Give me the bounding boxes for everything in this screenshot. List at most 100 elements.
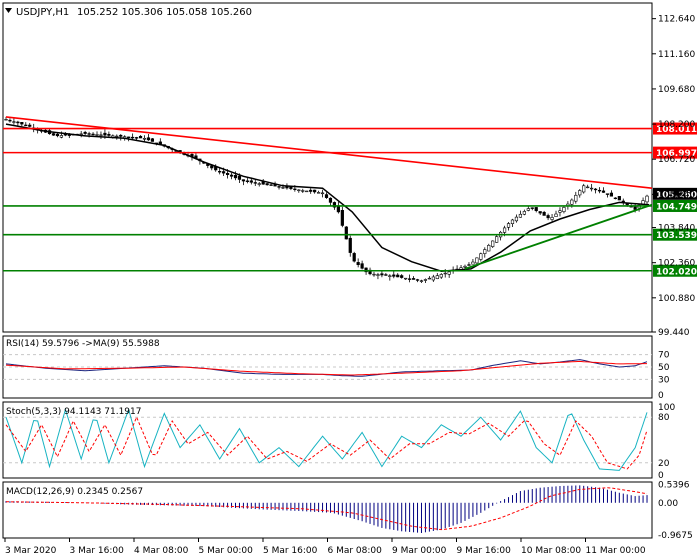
price-tick-label: 100.880 bbox=[658, 294, 695, 304]
resistance-trendline[interactable] bbox=[5, 116, 653, 189]
candle-body bbox=[142, 138, 147, 140]
candle-body bbox=[597, 189, 602, 192]
price-tick-label: 109.680 bbox=[658, 85, 695, 95]
stoch-tick-label: 100 bbox=[658, 403, 675, 413]
candle-body bbox=[625, 203, 629, 206]
candle-body bbox=[439, 274, 443, 278]
candle-body bbox=[340, 210, 344, 226]
candle-body bbox=[479, 253, 483, 260]
candle-body bbox=[218, 171, 222, 173]
candle-body bbox=[24, 124, 28, 127]
level-price-tag bbox=[653, 122, 697, 135]
price-tick-label: 102.360 bbox=[658, 259, 695, 269]
candle-body bbox=[79, 133, 83, 135]
candle-body bbox=[281, 187, 285, 189]
level-price-tag bbox=[653, 199, 697, 212]
stoch-label: Stoch(5,3,3) 94.1143 71.1917 bbox=[6, 407, 141, 417]
candle-body bbox=[384, 274, 388, 276]
candle-body bbox=[131, 136, 135, 139]
candle-body bbox=[534, 207, 538, 212]
candle-body bbox=[609, 192, 614, 197]
rsi-panel[interactable] bbox=[3, 354, 652, 380]
candle-body bbox=[249, 180, 253, 183]
candle-body bbox=[396, 274, 400, 278]
candle-body bbox=[119, 134, 123, 137]
candle-body bbox=[404, 277, 408, 280]
candle-body bbox=[392, 274, 396, 277]
macd-tick-label: 0.5396 bbox=[658, 481, 690, 491]
stoch-signal-line bbox=[5, 415, 648, 470]
time-tick-label: 4 Mar 08:00 bbox=[134, 546, 189, 556]
candle-body bbox=[320, 192, 325, 195]
candle-body bbox=[514, 216, 519, 222]
level-price-label: 102.020 bbox=[656, 267, 697, 277]
candle-body bbox=[605, 193, 610, 195]
macd-signal-line bbox=[6, 487, 648, 531]
candle-body bbox=[522, 211, 526, 215]
candle-body bbox=[463, 265, 467, 268]
candle-body bbox=[277, 186, 281, 188]
candle-body bbox=[83, 131, 87, 134]
candle-body bbox=[91, 133, 95, 136]
candle-body bbox=[408, 278, 412, 280]
time-tick-label: 3 Mar 2020 bbox=[5, 546, 57, 556]
candle-body bbox=[574, 194, 578, 202]
candle-body bbox=[562, 207, 566, 212]
price-panel[interactable]: 108.011 106.997 105.260 104.749 103.539 102.0… bbox=[3, 116, 697, 284]
candle-body bbox=[8, 119, 12, 122]
time-tick-label: 6 Mar 08:00 bbox=[328, 546, 383, 556]
candle-body bbox=[423, 279, 428, 281]
candle-body bbox=[348, 237, 352, 253]
level-price-label: 108.011 bbox=[656, 125, 697, 135]
candle-body bbox=[538, 211, 542, 214]
candle-body bbox=[435, 275, 439, 279]
price-frame bbox=[2, 2, 653, 333]
candle-body bbox=[127, 136, 131, 139]
price-tick-label: 105.240 bbox=[658, 190, 695, 200]
candle-body bbox=[233, 174, 238, 179]
macd-tick-label: 0.00 bbox=[658, 499, 678, 509]
stoch-main-line bbox=[5, 407, 648, 471]
candle-body bbox=[495, 236, 499, 243]
price-tick-label: 111.160 bbox=[658, 50, 695, 60]
candle-body bbox=[293, 188, 297, 191]
candle-body bbox=[554, 213, 558, 217]
candle-body bbox=[261, 181, 265, 185]
support-trendline[interactable] bbox=[464, 203, 653, 270]
price-tick-label: 99.440 bbox=[658, 328, 690, 338]
level-price-label: 103.539 bbox=[656, 231, 697, 241]
collapse-arrow-icon[interactable] bbox=[5, 8, 12, 13]
stochastic-panel[interactable] bbox=[3, 407, 652, 471]
candle-body bbox=[510, 219, 515, 224]
candle-body bbox=[309, 189, 313, 192]
candle-body bbox=[150, 138, 155, 142]
candle-body bbox=[332, 202, 337, 208]
time-tick-label: 9 Mar 16:00 bbox=[457, 546, 512, 556]
candle-body bbox=[265, 183, 269, 186]
time-tick-label: 9 Mar 00:00 bbox=[392, 546, 447, 556]
macd-panel[interactable] bbox=[5, 485, 648, 533]
candle-body bbox=[28, 124, 32, 127]
rsi-tick-label: 30 bbox=[658, 375, 670, 385]
candle-body bbox=[289, 186, 293, 189]
candle-body bbox=[376, 274, 380, 276]
candle-body bbox=[134, 137, 139, 139]
candle-body bbox=[645, 195, 649, 203]
candle-body bbox=[400, 275, 404, 278]
candle-body bbox=[617, 196, 621, 201]
candle-body bbox=[16, 121, 20, 124]
stoch-tick-label: 0 bbox=[658, 471, 664, 481]
candle-body bbox=[12, 121, 16, 123]
candle-body bbox=[380, 273, 384, 276]
stoch-tick-label: 20 bbox=[658, 459, 670, 469]
candle-body bbox=[241, 179, 246, 182]
candle-body bbox=[546, 215, 550, 219]
candle-body bbox=[352, 253, 356, 262]
level-price-tag bbox=[653, 228, 697, 241]
candle-body bbox=[526, 208, 530, 211]
candle-body bbox=[431, 276, 435, 281]
candle-body bbox=[558, 210, 562, 213]
time-tick-label: 5 Mar 16:00 bbox=[263, 546, 318, 556]
stoch-frame bbox=[2, 401, 653, 479]
